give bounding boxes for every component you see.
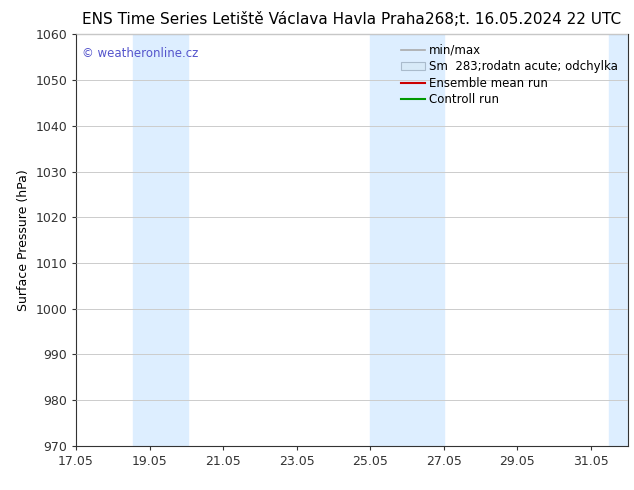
Text: ENS Time Series Letiště Václava Havla Praha: ENS Time Series Letiště Václava Havla Pr… <box>82 12 425 27</box>
Bar <box>370 34 444 446</box>
Text: © weatheronline.cz: © weatheronline.cz <box>82 47 198 60</box>
Bar <box>133 34 188 446</box>
Bar <box>609 34 628 446</box>
Y-axis label: Surface Pressure (hPa): Surface Pressure (hPa) <box>16 169 30 311</box>
Text: 268;t. 16.05.2024 22 UTC: 268;t. 16.05.2024 22 UTC <box>425 12 621 27</box>
Legend: min/max, Sm  283;rodatn acute; odchylka, Ensemble mean run, Controll run: min/max, Sm 283;rodatn acute; odchylka, … <box>398 40 622 110</box>
